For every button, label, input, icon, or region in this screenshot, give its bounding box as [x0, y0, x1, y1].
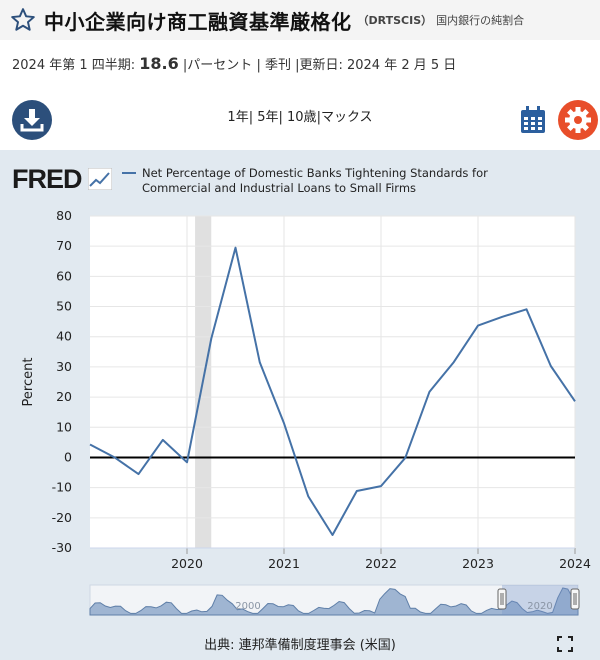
- range-max[interactable]: |マックス: [316, 110, 373, 125]
- chart-legend: Net Percentage of Domestic Banks Tighten…: [122, 166, 502, 196]
- y-tick-label: 10: [56, 419, 72, 434]
- plot-area: [90, 216, 575, 548]
- y-tick-label: 20: [56, 389, 72, 404]
- page-title: 中小企業向け商工融資基準厳格化: [44, 9, 352, 34]
- range-5y[interactable]: | 5年: [248, 110, 279, 125]
- series-line: [89, 246, 576, 536]
- download-icon: [20, 109, 44, 132]
- x-tick-label: 2024: [559, 556, 591, 571]
- y-tick-label: -20: [52, 510, 72, 525]
- gear-icon: [565, 107, 591, 133]
- y-tick-label: 30: [56, 359, 72, 374]
- star-icon[interactable]: [10, 7, 36, 33]
- y-tick-label: 50: [56, 299, 72, 314]
- range-10y[interactable]: | 10歳: [278, 110, 317, 125]
- title-bar: 中小企業向け商工融資基準厳格化 （DRTSCIS） 国内銀行の純割合: [0, 0, 600, 40]
- observation-frequency: | 季刊: [256, 58, 291, 73]
- fullscreen-icon[interactable]: [557, 636, 573, 652]
- page-subtitle: 国内銀行の純割合: [436, 14, 525, 27]
- navigator-tick-label: 2000: [235, 601, 260, 612]
- x-tick-label: 2022: [365, 556, 397, 571]
- observation-value: 18.6: [139, 54, 179, 73]
- y-tick-label: -10: [52, 480, 72, 495]
- calendar-icon[interactable]: [520, 106, 546, 134]
- navigator-handle[interactable]: [570, 588, 580, 610]
- y-axis-label: Percent: [21, 358, 36, 407]
- y-tick-label: 70: [56, 238, 72, 253]
- fred-chart-logo-icon: [87, 167, 113, 191]
- date-range-selector: 1年| 5年| 10歳|マックス: [0, 106, 600, 125]
- fred-logo: FRED: [12, 164, 113, 195]
- source-attribution: 出典: 連邦準備制度理事会 (米国): [204, 638, 396, 653]
- y-tick-label: 80: [56, 208, 72, 223]
- chart-toolbar: 1年| 5年| 10歳|マックス: [0, 100, 600, 140]
- navigator-tick-label: 2020: [527, 601, 552, 612]
- x-tick-label: 2023: [462, 556, 494, 571]
- download-button[interactable]: [12, 100, 52, 140]
- y-tick-label: 0: [64, 449, 72, 464]
- observation-updated: |更新日: 2024 年 2 月 5 日: [295, 58, 457, 73]
- legend-line-1: Net Percentage of Domestic Banks Tighten…: [142, 166, 488, 180]
- range-1y[interactable]: 1年: [227, 110, 249, 125]
- series-id: （DRTSCIS）: [357, 14, 433, 27]
- y-tick-label: 60: [56, 268, 72, 283]
- y-tick-label: -30: [52, 540, 72, 555]
- x-tick-label: 2021: [268, 556, 300, 571]
- legend-line-2: Commercial and Industrial Loans to Small…: [142, 181, 417, 195]
- observation-unit: |パーセント: [182, 58, 253, 73]
- settings-button[interactable]: [558, 100, 598, 140]
- observation-meta: 2024 年第 1 四半期: 18.6 |パーセント | 季刊 |更新日: 20…: [12, 54, 456, 73]
- y-tick-label: 40: [56, 329, 72, 344]
- navigator-selection: [502, 585, 578, 615]
- x-tick-label: 2020: [171, 556, 203, 571]
- navigator-handle[interactable]: [497, 588, 507, 610]
- observation-period: 2024 年第 1 四半期:: [12, 58, 136, 73]
- legend-swatch: [122, 172, 136, 174]
